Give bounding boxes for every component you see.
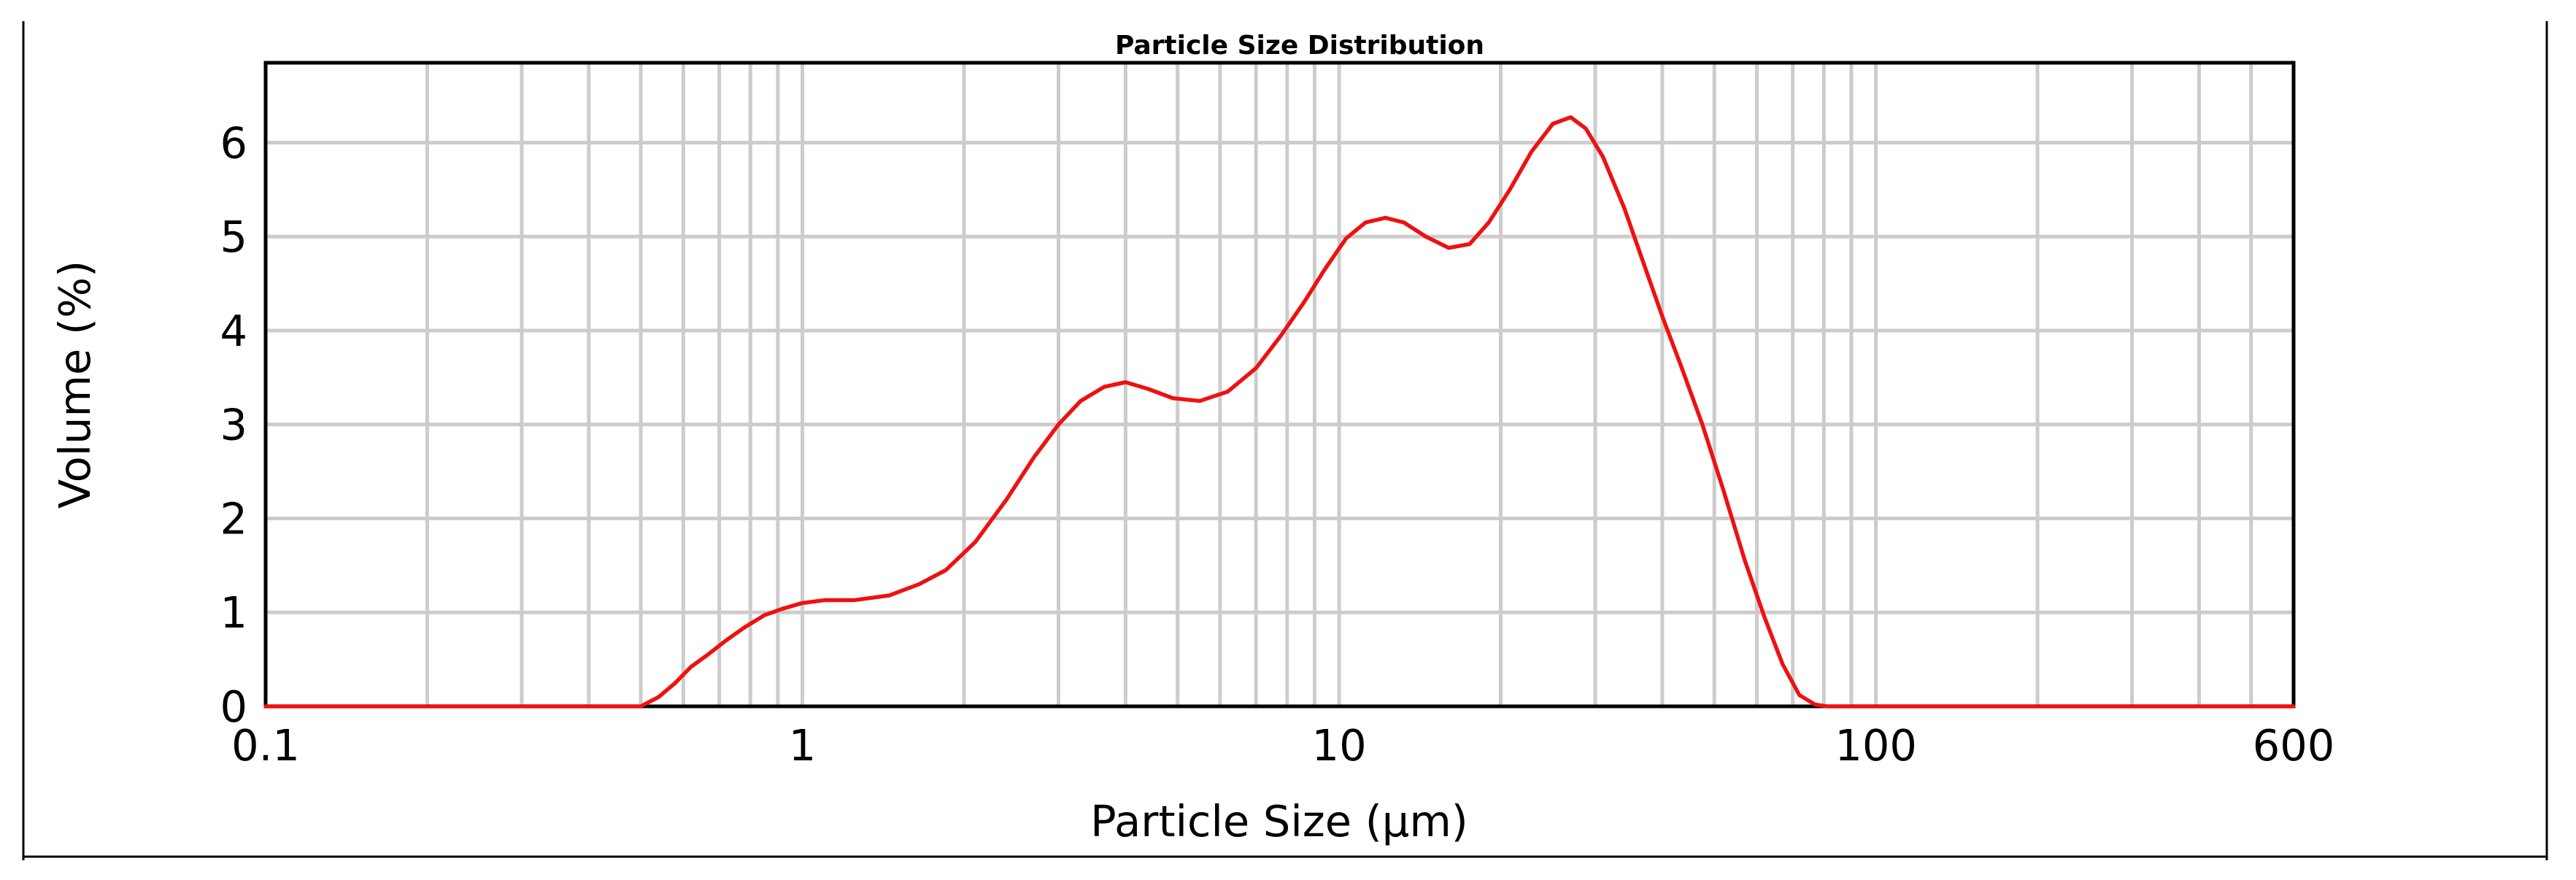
x-tick-labels: 0.1 1 10 100 600	[231, 720, 2334, 771]
x-tick-label: 0.1	[231, 720, 300, 771]
y-tick-label: 5	[220, 212, 247, 262]
x-tick-label: 10	[1312, 720, 1367, 771]
chart-title: Particle Size Distribution	[1115, 31, 1484, 61]
x-tick-label: 1	[789, 720, 817, 771]
y-axis-label: Volume (%)	[50, 260, 100, 509]
x-tick-label: 600	[2253, 720, 2335, 771]
y-tick-label: 0	[220, 682, 247, 732]
y-tick-label: 2	[220, 493, 247, 544]
y-tick-label: 3	[220, 400, 247, 450]
x-axis-label: Particle Size (µm)	[1090, 796, 1468, 846]
y-tick-label: 6	[220, 117, 247, 168]
y-tick-label: 4	[220, 306, 247, 356]
plot-area-border	[263, 61, 2296, 709]
x-tick-label: 100	[1835, 720, 1917, 771]
y-tick-label: 1	[220, 587, 247, 638]
y-tick-labels: 0 1 2 3 4 5 6	[220, 117, 247, 732]
grid	[266, 63, 2294, 706]
volume-distribution-line	[263, 115, 2296, 709]
series-layer	[263, 115, 2296, 709]
